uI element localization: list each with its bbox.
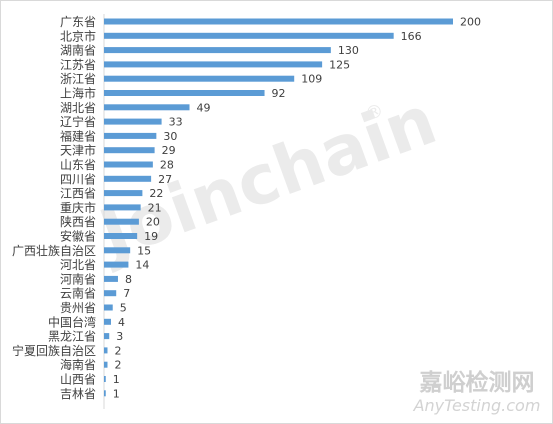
data-label: 21 [148, 201, 162, 214]
data-label: 30 [163, 130, 177, 143]
bar [104, 204, 141, 211]
data-label: 19 [144, 230, 158, 243]
category-label: 重庆市 [60, 200, 96, 215]
data-label: 49 [197, 101, 211, 114]
bar [104, 333, 110, 340]
data-label: 3 [116, 330, 123, 343]
bar [104, 218, 139, 225]
bar [104, 47, 331, 54]
category-label: 云南省 [60, 286, 96, 301]
data-label: 22 [149, 187, 163, 200]
category-label: 四川省 [60, 172, 96, 186]
anytesting-watermark-cn: 嘉峪检测网 [420, 369, 535, 396]
data-label: 20 [146, 216, 160, 229]
bar [104, 104, 190, 111]
data-label: 7 [123, 287, 130, 300]
bar [104, 61, 323, 68]
category-label: 海南省 [60, 357, 96, 372]
category-label: 湖南省 [60, 43, 96, 58]
data-label: 1 [113, 373, 120, 386]
data-label: 125 [329, 58, 350, 71]
bar [104, 118, 162, 125]
bar [104, 390, 106, 397]
category-label: 天津市 [60, 143, 96, 158]
bar [104, 190, 143, 197]
bar [104, 290, 117, 297]
category-label: 安徽省 [60, 229, 96, 244]
data-label: 8 [125, 273, 132, 286]
category-label: 中国台湾 [48, 314, 96, 329]
data-label: 29 [162, 144, 176, 157]
bar [104, 233, 138, 239]
data-label: 109 [301, 73, 322, 86]
category-label: 山东省 [60, 158, 96, 172]
bar [104, 75, 295, 82]
data-label: 166 [401, 30, 422, 43]
data-label: 4 [118, 316, 125, 329]
category-label: 山西省 [60, 373, 96, 387]
category-label: 湖北省 [60, 100, 96, 115]
bar [104, 161, 153, 168]
category-label: 浙江省 [60, 72, 96, 86]
data-label: 92 [272, 87, 286, 100]
bar [104, 32, 394, 39]
category-label: 福建省 [60, 128, 96, 143]
anytesting-watermark-en: AnyTesting.com [413, 396, 541, 415]
category-label: 宁夏回族自治区 [12, 343, 96, 358]
bar [104, 132, 157, 139]
bar [104, 247, 131, 254]
category-label: 北京市 [60, 28, 96, 43]
bar [104, 275, 118, 282]
category-label: 黑龙江省 [48, 330, 96, 344]
bar [104, 147, 155, 154]
bar [104, 361, 108, 368]
bar [104, 318, 111, 325]
data-label: 2 [114, 344, 121, 357]
data-label: 33 [169, 116, 183, 129]
data-label: 5 [120, 302, 127, 315]
category-label: 广东省 [60, 15, 96, 29]
bar [104, 347, 108, 354]
bar [104, 90, 265, 96]
data-label: 28 [160, 159, 174, 172]
data-label: 14 [135, 259, 149, 272]
category-label: 江苏省 [60, 58, 96, 72]
anytesting-watermark: 嘉峪检测网 AnyTesting.com [413, 369, 541, 415]
bar [104, 304, 113, 311]
data-label: 200 [460, 16, 481, 29]
category-label: 河北省 [60, 258, 96, 272]
data-label: 2 [114, 359, 121, 372]
category-label: 河南省 [60, 271, 96, 286]
bar [104, 376, 106, 382]
category-label: 上海市 [60, 86, 96, 101]
category-label: 贵州省 [60, 301, 96, 315]
bar [104, 18, 453, 25]
data-label: 27 [158, 173, 172, 186]
bar [104, 175, 152, 182]
data-label: 130 [338, 44, 359, 57]
data-label: 1 [113, 387, 120, 400]
bar [104, 261, 129, 268]
category-label: 辽宁省 [60, 114, 96, 129]
data-label: 15 [137, 244, 151, 257]
category-label: 江西省 [60, 187, 96, 201]
category-label: 广西壮族自治区 [12, 244, 96, 258]
category-label: 陕西省 [60, 214, 96, 229]
category-label: 吉林省 [60, 387, 96, 401]
